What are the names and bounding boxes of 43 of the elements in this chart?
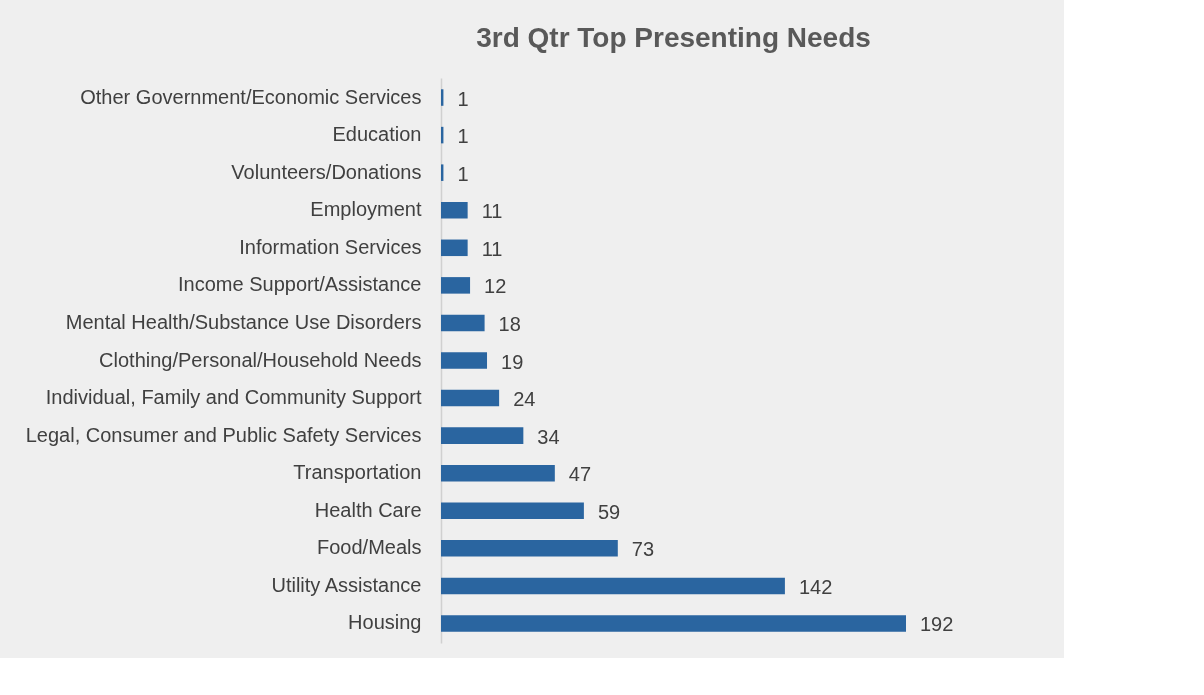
bar: [441, 352, 488, 369]
data-label: 11: [481, 237, 503, 260]
y-tick-label: Utility Assistance: [271, 573, 422, 596]
y-tick-label: Employment: [310, 198, 422, 221]
bar: [441, 201, 468, 219]
y-tick-label: Transportation: [293, 461, 422, 484]
data-label: 24: [513, 388, 536, 411]
bar: [441, 314, 485, 332]
y-tick-label: Education: [332, 123, 422, 146]
data-label: 1: [457, 162, 469, 185]
bar: [441, 389, 500, 407]
bar: [441, 427, 524, 444]
bar: [441, 464, 555, 482]
bar: [441, 615, 906, 632]
y-tick-label: Other Government/Economic Services: [80, 85, 422, 108]
y-tick-label: Individual, Family and Community Support: [45, 386, 422, 409]
y-tick-label: Volunteers/Donations: [231, 160, 422, 183]
bar: [441, 577, 785, 595]
chart-title: 3rd Qtr Top Presenting Needs: [476, 22, 871, 53]
y-tick-label: Health Care: [314, 498, 422, 521]
y-tick-label: Income Support/Assistance: [178, 273, 422, 296]
data-label: 192: [920, 613, 954, 636]
bar: [441, 239, 468, 257]
y-tick-label: Clothing/Personal/Household Needs: [99, 348, 422, 371]
data-label: 34: [537, 425, 560, 448]
data-label: 59: [597, 500, 621, 523]
y-tick-label: Information Services: [239, 235, 422, 258]
data-label: 18: [498, 312, 521, 335]
data-label: 47: [568, 463, 592, 486]
bar: [441, 277, 471, 294]
data-label: 19: [501, 350, 524, 373]
data-label: 12: [484, 275, 507, 298]
bar: [441, 540, 618, 557]
data-label: 1: [457, 125, 469, 148]
y-tick-label: Legal, Consumer and Public Safety Services: [25, 423, 422, 446]
data-label: 73: [631, 538, 655, 561]
data-label: 142: [798, 575, 833, 598]
bar: [441, 502, 584, 520]
data-label: 1: [457, 87, 469, 110]
y-tick-label: Food/Meals: [317, 536, 422, 559]
data-label: 11: [481, 200, 503, 223]
y-tick-label: Mental Health/Substance Use Disorders: [65, 310, 422, 333]
y-tick-label: Housing: [348, 611, 422, 634]
